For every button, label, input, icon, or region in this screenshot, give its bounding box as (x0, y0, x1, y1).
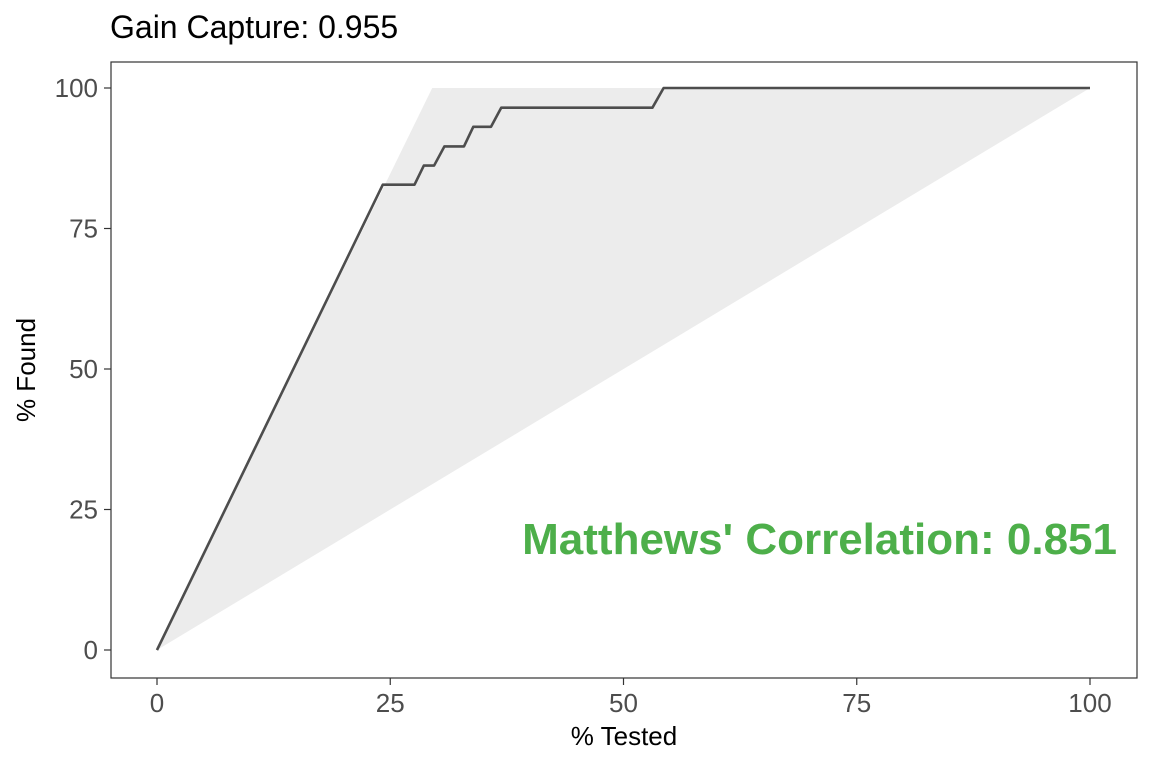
x-tick-label: 25 (376, 688, 405, 718)
y-tick-label: 25 (69, 495, 98, 525)
y-tick-label: 75 (69, 214, 98, 244)
x-tick-label: 50 (609, 688, 638, 718)
y-tick-label: 50 (69, 354, 98, 384)
y-axis: 0 25 50 75 100 (55, 73, 111, 665)
x-axis-title: % Tested (571, 721, 677, 751)
plot-area (155, 86, 1090, 651)
x-tick-label: 75 (842, 688, 871, 718)
y-tick-label: 100 (55, 73, 98, 103)
x-tick-label: 0 (150, 688, 164, 718)
chart-title: Gain Capture: 0.955 (110, 9, 398, 45)
bounds-region (157, 88, 1090, 650)
gain-curve (155, 86, 1090, 651)
y-tick-label: 0 (84, 635, 98, 665)
matthews-correlation-annotation: Matthews' Correlation: 0.851 (522, 515, 1117, 564)
y-axis-title: % Found (11, 318, 41, 422)
x-tick-label: 100 (1068, 688, 1111, 718)
x-axis: 0 25 50 75 100 (150, 678, 1112, 718)
